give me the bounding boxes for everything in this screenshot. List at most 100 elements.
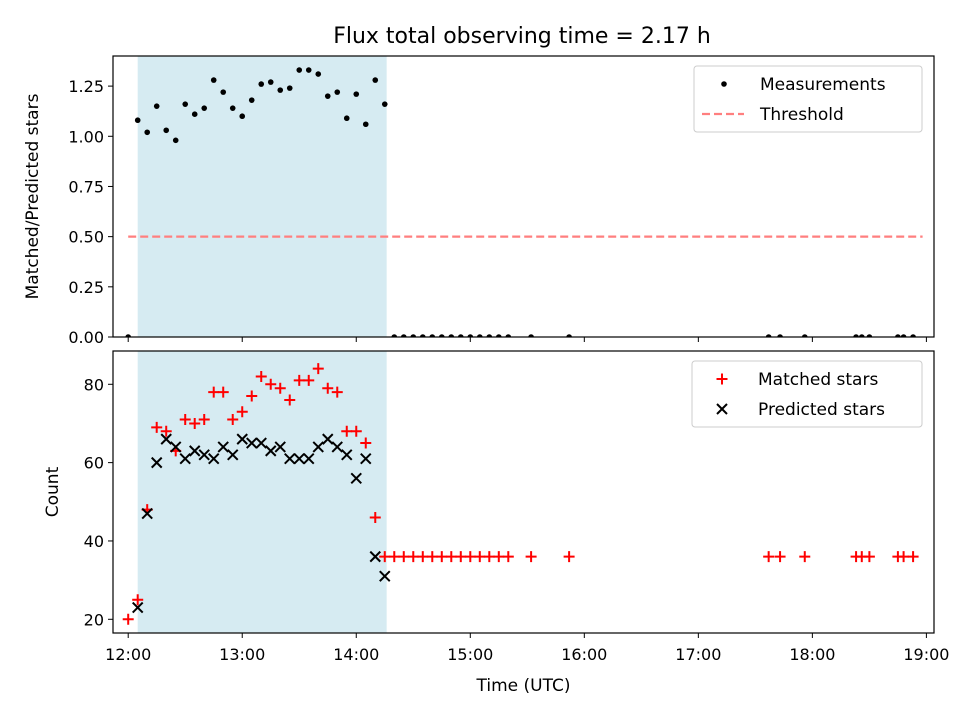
- series-predicted-stars-point: [170, 441, 182, 453]
- series-matched-stars-point: [341, 425, 353, 437]
- series-matched-stars-point: [445, 551, 457, 563]
- series-matched-stars-point: [863, 551, 875, 563]
- series-predicted-stars-point: [274, 441, 286, 453]
- x-tick-label: 14:00: [333, 645, 379, 664]
- series-measurements-point: [410, 334, 417, 337]
- axes-frame: [112, 350, 935, 634]
- series-matched-stars-point: [151, 421, 163, 433]
- series-predicted-stars-point: [293, 453, 305, 465]
- series-matched-stars-point: [255, 370, 267, 382]
- y-tick-label: 20: [84, 610, 104, 629]
- series-measurements-point: [125, 334, 132, 337]
- series-predicted-stars-point: [369, 550, 381, 563]
- series-predicted-stars-point: [255, 437, 267, 449]
- series-measurements-point: [495, 334, 502, 337]
- series-predicted-stars-point: [217, 441, 229, 453]
- x-tick-label: 12:00: [105, 645, 151, 664]
- series-matched-stars-point: [493, 551, 505, 563]
- data-layer: [125, 67, 923, 337]
- series-matched-stars-point: [464, 551, 476, 563]
- series-measurements-point: [419, 334, 426, 337]
- series-matched-stars-point: [799, 551, 811, 563]
- series-predicted-stars-point: [312, 441, 324, 453]
- series-measurements-point: [372, 77, 379, 83]
- x-tick-label: 18:00: [789, 645, 835, 664]
- series-matched-stars-point: [246, 390, 258, 402]
- series-matched-stars-point: [132, 594, 144, 606]
- series-matched-stars-point: [907, 551, 919, 563]
- series-predicted-stars-point: [379, 570, 391, 582]
- series-measurements-point: [163, 127, 170, 134]
- series-predicted-stars-point: [208, 453, 220, 465]
- series-matched-stars-point: [563, 551, 575, 563]
- series-matched-stars-point: [179, 414, 191, 426]
- series-measurements-point: [457, 334, 464, 337]
- legend-marker: [716, 403, 728, 415]
- y-axis-label: Count: [43, 466, 63, 517]
- series-measurements-point: [765, 334, 772, 337]
- shaded-span: [137, 56, 387, 337]
- series-matched-stars-point: [217, 386, 229, 398]
- series-measurements-point: [900, 334, 907, 337]
- y-tick-label: 60: [84, 454, 104, 473]
- y-tick-label: 0.25: [68, 278, 104, 297]
- series-predicted-stars-point: [246, 437, 258, 449]
- series-matched-stars-point: [483, 551, 495, 563]
- series-measurements-point: [801, 334, 808, 337]
- series-predicted-stars-point: [151, 456, 163, 469]
- series-predicted-stars-point: [284, 453, 296, 465]
- series-matched-stars-point: [198, 414, 210, 426]
- series-matched-stars-point: [407, 551, 419, 563]
- series-measurements-point: [286, 85, 293, 91]
- figure-title: Flux total observing time = 2.17 h: [333, 24, 711, 49]
- series-measurements-point: [486, 334, 493, 337]
- series-predicted-stars-point: [341, 449, 353, 461]
- legend-marker: [721, 81, 727, 87]
- x-tick-label: 19:00: [903, 645, 949, 664]
- series-matched-stars-point: [474, 551, 486, 563]
- series-matched-stars-point: [388, 551, 400, 563]
- series-measurements-point: [391, 334, 398, 337]
- series-matched-stars-point: [436, 551, 448, 563]
- series-matched-stars-point: [122, 613, 134, 625]
- series-measurements-point: [362, 121, 369, 128]
- series-measurements-point: [277, 87, 284, 93]
- series-predicted-stars-point: [189, 445, 201, 457]
- y-tick-label: 80: [84, 375, 104, 394]
- series-measurements-point: [476, 334, 483, 337]
- y-tick-label: 0.50: [68, 228, 104, 247]
- y-tick-label: 40: [84, 532, 104, 551]
- series-matched-stars-point: [227, 414, 239, 426]
- series-predicted-stars-point: [322, 433, 334, 445]
- series-measurements-point: [134, 117, 141, 124]
- series-measurements-point: [334, 89, 341, 95]
- series-matched-stars-point: [763, 551, 775, 563]
- series-predicted-stars-point: [131, 601, 144, 614]
- x-tick-label: 17:00: [675, 645, 721, 664]
- series-matched-stars-point: [502, 551, 514, 563]
- series-matched-stars-point: [455, 551, 467, 563]
- series-matched-stars-point: [379, 551, 391, 563]
- series-matched-stars-point: [369, 511, 381, 523]
- series-matched-stars-point: [322, 382, 334, 394]
- series-matched-stars-point: [160, 425, 172, 437]
- legend-label: Measurements: [760, 75, 886, 95]
- series-matched-stars-point: [426, 551, 438, 563]
- series-measurements-point: [400, 334, 407, 337]
- series-measurements-point: [229, 105, 236, 111]
- series-matched-stars-point: [189, 417, 201, 429]
- series-measurements-point: [343, 115, 350, 122]
- series-measurements-point: [182, 101, 189, 107]
- x-axis-label: Time (UTC): [476, 676, 571, 696]
- legend: Matched stars Predicted stars: [691, 360, 923, 428]
- series-predicted-stars-point: [236, 433, 248, 445]
- series-matched-stars-point: [774, 551, 786, 563]
- series-predicted-stars-point: [265, 445, 277, 457]
- legend-box: [691, 360, 923, 428]
- series-measurements-point: [239, 113, 246, 120]
- series-measurements-point: [467, 334, 474, 337]
- ratio-panel: 0.00 0.25 0.50 0.75 1.00 1.25 Matched/Predicte…: [23, 55, 935, 347]
- legend-box: [693, 65, 923, 133]
- series-measurements-point: [191, 111, 198, 118]
- series-matched-stars-point: [898, 551, 910, 563]
